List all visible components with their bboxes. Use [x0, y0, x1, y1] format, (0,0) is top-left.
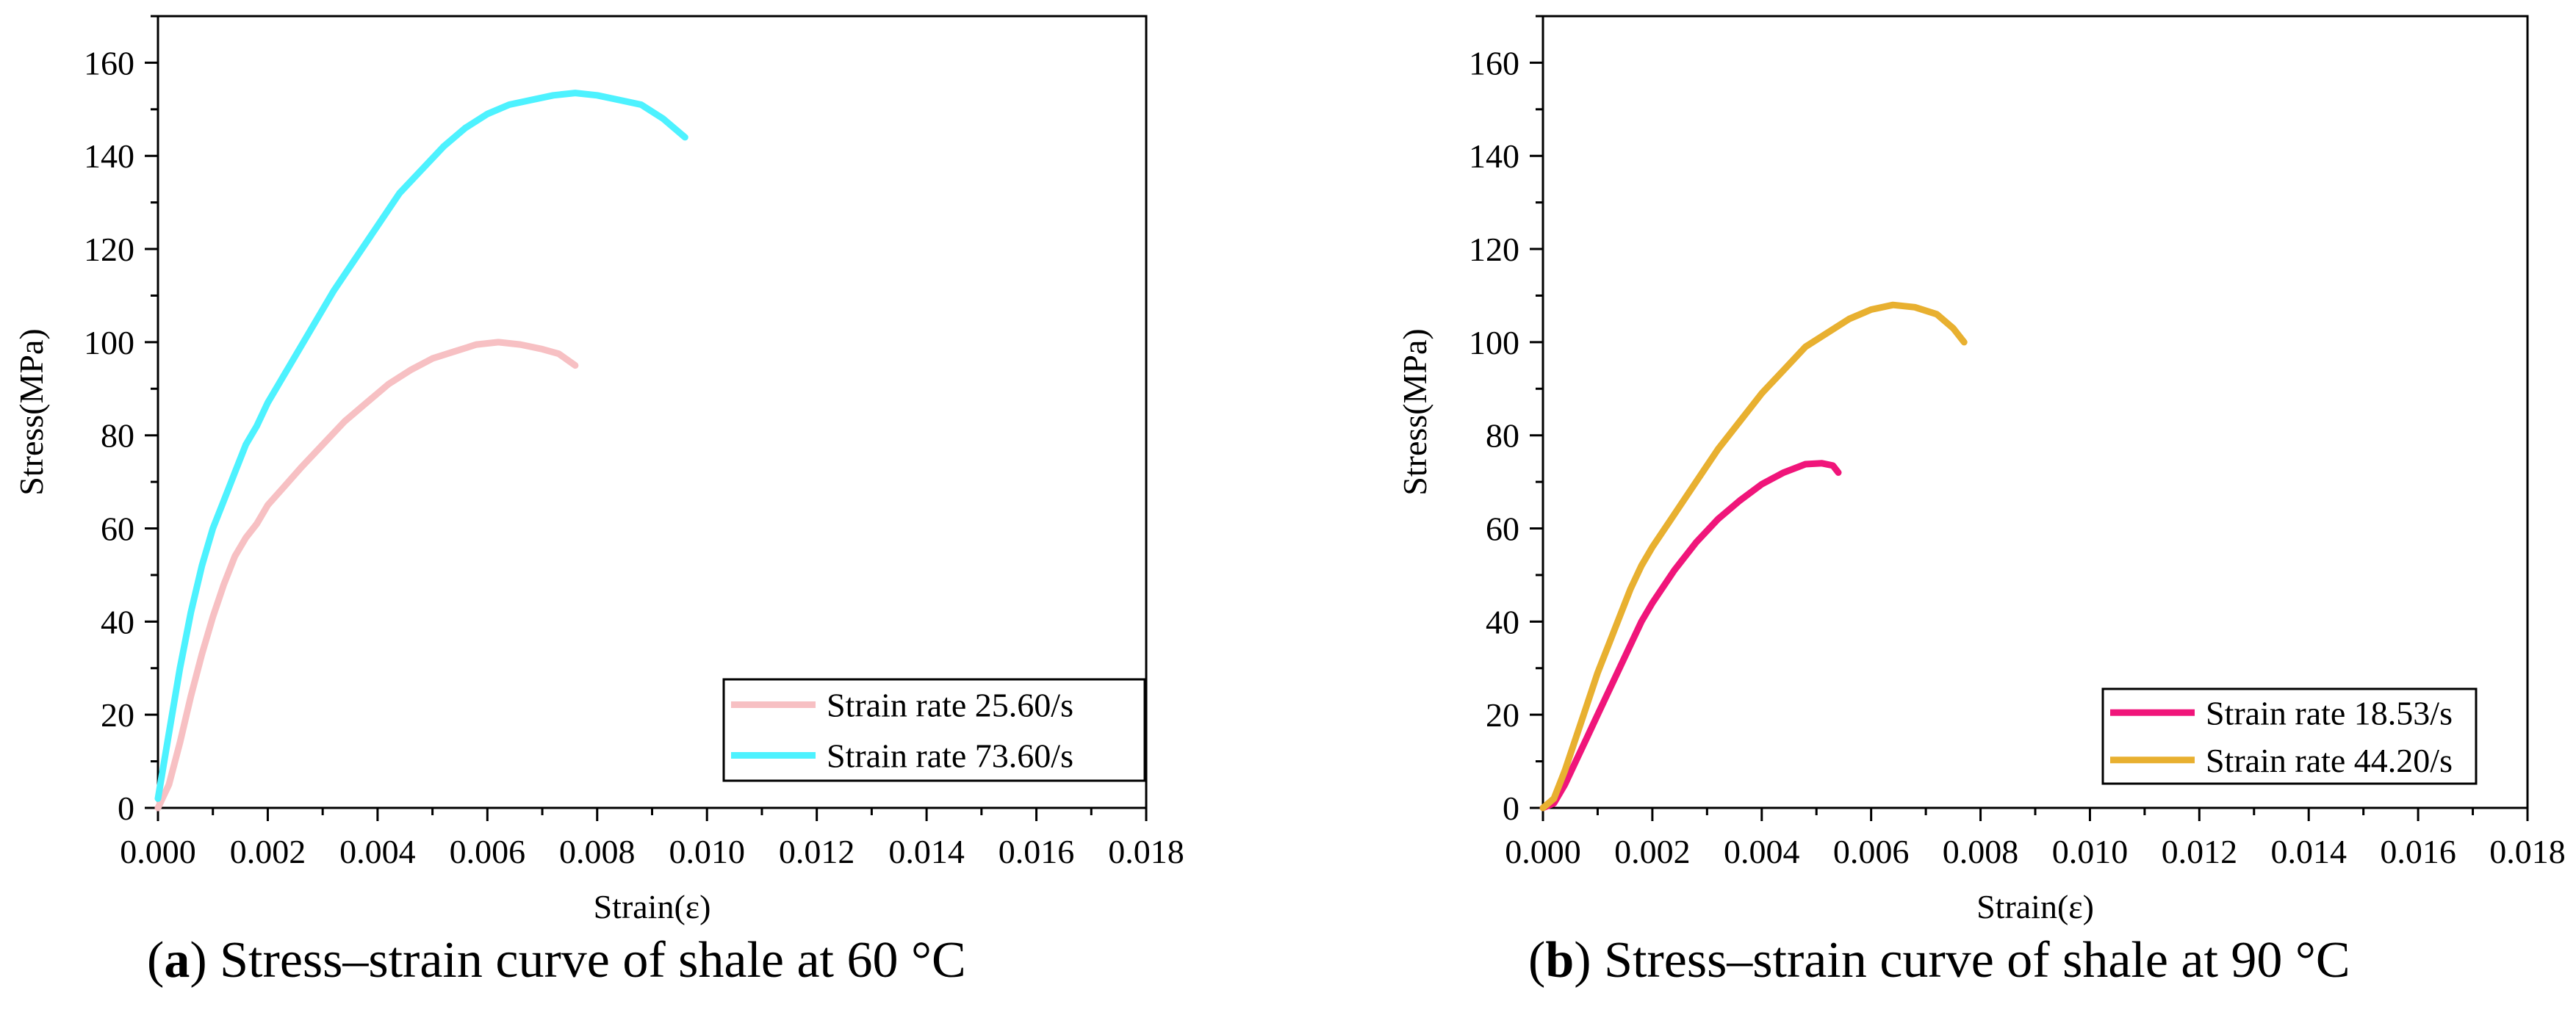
x-tick-label: 0.002 — [230, 833, 306, 870]
y-tick-label: 40 — [101, 603, 134, 640]
series-line-2 — [1539, 301, 1968, 812]
y-tick-label: 120 — [84, 231, 134, 268]
caption-b: (b) Stress–strain curve of shale at 90 °… — [1528, 931, 2350, 990]
x-axis-label: Strain(ε) — [594, 888, 711, 925]
caption-a-letter: a — [164, 932, 190, 989]
caption-b-letter: b — [1545, 932, 1575, 989]
legend-label: Strain rate 44.20/s — [2206, 742, 2453, 779]
x-tick-label: 0.004 — [1724, 833, 1800, 870]
y-tick-label: 160 — [84, 44, 134, 82]
x-tick-label: 0.008 — [559, 833, 636, 870]
y-tick-label: 140 — [1469, 137, 1519, 175]
x-tick-label: 0.016 — [999, 833, 1075, 870]
x-tick-label: 0.016 — [2380, 833, 2456, 870]
x-tick-label: 0.006 — [450, 833, 526, 870]
y-tick-label: 60 — [101, 510, 134, 548]
y-tick-label: 0 — [1503, 790, 1519, 827]
y-tick-label: 120 — [1469, 231, 1519, 268]
x-tick-label: 0.014 — [888, 833, 965, 870]
series-line-1 — [1539, 460, 1842, 812]
legend-box — [2101, 687, 2478, 785]
y-tick-label: 0 — [118, 790, 134, 827]
caption-b-paren-close: ) — [1574, 932, 1591, 989]
x-tick-label: 0.010 — [669, 833, 745, 870]
caption-a-paren-open: ( — [147, 932, 165, 989]
legend-label: Strain rate 73.60/s — [827, 737, 1073, 775]
x-tick-label: 0.010 — [2052, 833, 2129, 870]
y-tick-label: 100 — [1469, 324, 1519, 361]
x-tick-label: 0.006 — [1833, 833, 1910, 870]
x-tick-label: 0.012 — [2162, 833, 2238, 870]
y-tick-label: 140 — [84, 137, 134, 175]
legend: Strain rate 25.60/s Strain rate 73.60/s — [722, 678, 1146, 782]
caption-b-paren-open: ( — [1528, 932, 1546, 989]
y-tick-label: 20 — [1486, 696, 1519, 734]
x-tick-label: 0.008 — [1943, 833, 2019, 870]
y-axis-label: Stress(MPa) — [12, 328, 50, 495]
x-tick-label: 0.018 — [2489, 833, 2566, 870]
x-tick-label: 0.012 — [779, 833, 855, 870]
legend-box — [722, 678, 1146, 782]
y-tick-label: 40 — [1486, 603, 1519, 640]
legend: Strain rate 18.53/s Strain rate 44.20/s — [2101, 687, 2478, 785]
series-line-1 — [154, 339, 579, 812]
y-tick-label: 100 — [84, 324, 134, 361]
x-tick-label: 0.000 — [1505, 833, 1581, 870]
x-tick-label: 0.018 — [1108, 833, 1184, 870]
y-tick-label: 60 — [1486, 510, 1519, 548]
y-tick-label: 20 — [101, 696, 134, 734]
legend-label: Strain rate 25.60/s — [827, 687, 1073, 724]
caption-b-text: Stress–strain curve of shale at 90 °C — [1591, 932, 2350, 989]
x-axis-label: Strain(ε) — [1976, 888, 2094, 925]
x-tick-label: 0.004 — [339, 833, 416, 870]
chart-b: 0.000 0.002 0.004 0.006 0.008 0.010 0.012 0.014… — [1396, 15, 2566, 925]
y-tick-label: 160 — [1469, 44, 1519, 82]
y-tick-label: 80 — [101, 417, 134, 455]
y-axis-label: Stress(MPa) — [1396, 328, 1433, 495]
y-tick-label: 80 — [1486, 417, 1519, 455]
caption-a-text: Stress–strain curve of shale at 60 °C — [206, 932, 966, 989]
caption-a: (a) Stress–strain curve of shale at 60 °… — [147, 931, 966, 990]
legend-label: Strain rate 18.53/s — [2206, 694, 2453, 732]
series-line-2 — [154, 90, 688, 802]
caption-a-paren-close: ) — [190, 932, 207, 989]
x-tick-label: 0.002 — [1614, 833, 1691, 870]
x-tick-label: 0.014 — [2270, 833, 2347, 870]
chart-a: 0.000 0.002 0.004 0.006 0.008 0.010 0.012 0.014… — [12, 15, 1184, 925]
x-tick-label: 0.000 — [120, 833, 196, 870]
